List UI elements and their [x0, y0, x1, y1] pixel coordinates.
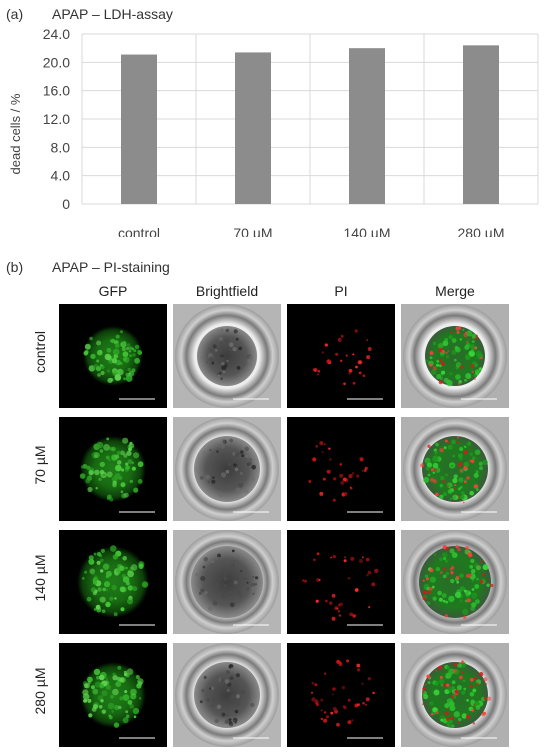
bar-0	[121, 54, 157, 204]
image-gfp-control	[59, 304, 167, 408]
bar-2	[349, 48, 385, 205]
y-tick-label: 24.0	[43, 26, 70, 42]
image-gfp-70uM	[59, 417, 167, 521]
bar-1	[235, 52, 271, 205]
image-merge-70uM	[401, 417, 509, 521]
image-brightfield-140uM	[173, 530, 281, 634]
panel-b-label: (b)	[6, 259, 24, 275]
column-header-merge: Merge	[435, 283, 475, 299]
x-tick-label: 70 µM	[233, 225, 272, 237]
y-tick-labels: 0 4.0 8.0 12.0 16.0 20.0 24.0	[43, 26, 70, 212]
row-header-70: 70 µM	[32, 445, 48, 485]
column-header-brightfield: Brightfield	[195, 283, 259, 299]
bar-3	[463, 45, 499, 204]
image-brightfield-control	[173, 304, 281, 408]
y-axis-label: dead cells / %	[8, 93, 23, 174]
y-tick-label: 12.0	[43, 111, 70, 127]
chart-bars	[121, 45, 499, 205]
image-pi-control	[287, 304, 395, 408]
y-tick-label: 16.0	[43, 83, 70, 99]
panel-a-title: APAP – LDH-assay	[52, 6, 173, 22]
row-header-280: 280 µM	[32, 667, 48, 715]
image-pi-280uM	[287, 643, 395, 747]
image-merge-280uM	[401, 643, 509, 747]
image-brightfield-280uM	[173, 643, 281, 747]
image-merge-control	[401, 304, 509, 408]
chart-grid	[81, 33, 539, 205]
image-pi-140uM	[287, 530, 395, 634]
image-pi-70uM	[287, 417, 395, 521]
y-tick-label: 8.0	[51, 139, 71, 155]
image-gfp-280uM	[59, 643, 167, 747]
y-tick-label: 20.0	[43, 54, 70, 70]
ldh-bar-chart: 0 4.0 8.0 12.0 16.0 20.0 24.0 control 70 µM 140 …	[8, 26, 539, 237]
x-tick-label: 140 µM	[344, 225, 391, 237]
x-tick-label: 280 µM	[458, 225, 505, 237]
y-tick-label: 4.0	[51, 168, 71, 184]
panel-b-title: APAP – PI-staining	[52, 259, 170, 275]
x-tick-label: control	[118, 225, 160, 237]
x-tick-labels: control 70 µM 140 µM 280 µM	[118, 225, 505, 237]
image-brightfield-70uM	[173, 417, 281, 521]
image-merge-140uM	[401, 530, 509, 634]
image-gfp-140uM	[59, 530, 167, 634]
row-header-140: 140 µM	[32, 554, 48, 602]
column-header-pi: PI	[334, 283, 348, 299]
column-header-gfp: GFP	[98, 283, 128, 299]
row-header-control: control	[32, 330, 48, 374]
y-tick-label: 0	[62, 196, 70, 212]
panel-a-label: (a)	[6, 6, 24, 22]
